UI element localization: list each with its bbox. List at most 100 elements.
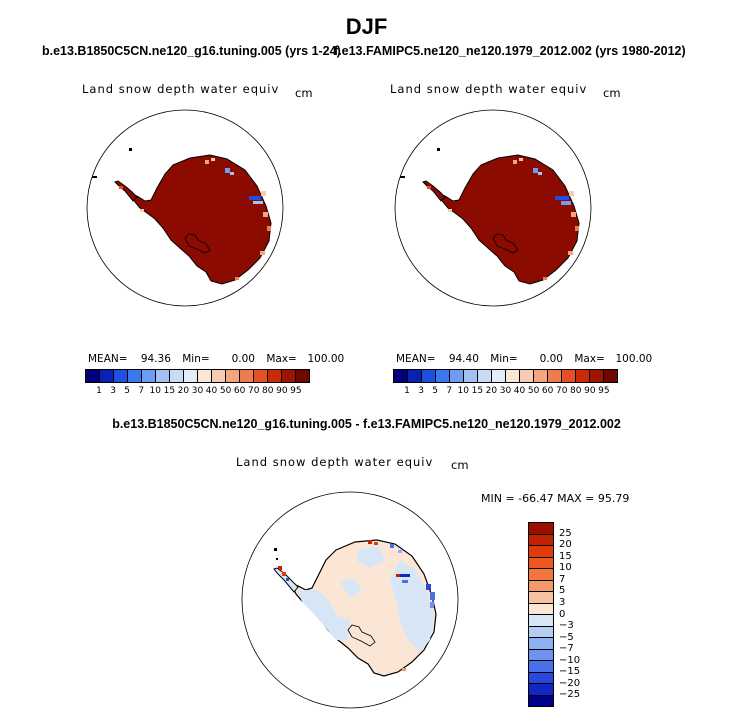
panel-1-variable-label: Land snow depth water equiv [82,82,280,96]
panel-1-colorbar-swatch [254,370,268,382]
panel-2-ice-shelf-outline [492,233,519,254]
panel-2-colorbar-swatch [478,370,492,382]
panel-2-colorbar-swatch [394,370,408,382]
panel-2-mean-value: 94.40 [448,353,479,365]
diff-colorbar-swatch [529,638,553,650]
diff-colorbar-tick-label: 25 [559,527,572,539]
diff-stats: MIN = -66.47 MAX = 95.79 [481,492,630,505]
panel-2-colorbar-swatch [590,370,604,382]
panel-2-colorbar-tick-label: 90 [584,386,596,396]
panel-1-colorbar-tick-label: 95 [290,386,302,396]
diff-colorbar-tick-label: 15 [559,550,572,562]
panel-1-colorbar-tick-label: 1 [96,386,102,396]
panel-1-mean-label: MEAN= [88,353,128,365]
panel-2-subtitle: f.e13.FAMIPC5.ne120_ne120.1979_2012.002 … [334,44,686,58]
panel-1-colorbar-tick-label: 7 [138,386,145,396]
panel-1-colorbar-tick-label: 60 [233,386,246,396]
panel-2-colorbar-swatch [520,370,534,382]
panel-2-colorbar-swatch [534,370,548,382]
panel-1-colorbar-swatch [142,370,156,382]
panel-2-colorbar-swatch [506,370,520,382]
panel-2-colorbar-swatch [492,370,506,382]
panel-1-colorbar-swatch [170,370,184,382]
diff-colorbar-tick-label: −7 [559,643,574,655]
panel-1-colorbar-swatch [198,370,212,382]
panel-2-unit-label: cm [603,86,621,100]
panel-2-mean-label: MEAN= [396,353,436,365]
diff-colorbar-tick-label: −5 [559,631,574,643]
panel-1-colorbar-tick-label: 30 [191,386,204,396]
panel-1-colorbar-swatch [240,370,254,382]
panel-1-colorbar-tick-label: 3 [110,386,116,396]
panel-1-mean-value: 94.36 [140,353,171,365]
panel-1-colorbar-tick-label: 5 [124,386,131,396]
diff-colorbar-labels: 25 20 15 10 7 5 3 0 −3 −5 −7 −10 −15 −20 −25 [559,522,599,707]
diff-colorbar-swatch [529,626,553,638]
panel-1-colorbar-tick-label: 40 [205,386,218,396]
diff-colorbar-swatch [529,695,553,706]
panel-2-min-label: Min= [490,353,518,365]
panel-1-colorbar-tick-label: 50 [219,386,232,396]
panel-1-islands [91,148,132,178]
panel-2-colorbar-swatch [436,370,450,382]
panel-1-colorbar-tick-label: 70 [247,386,260,396]
panel-1-max-label: Max= [266,353,297,365]
panel-1-colorbar-tick-label: 90 [276,386,288,396]
panel-1-colorbar-swatch [156,370,170,382]
panel-2-colorbar [393,369,618,383]
panel-2-colorbar-swatch [548,370,562,382]
panel-2-colorbar-tick-label: 5 [432,386,439,396]
panel-1-colorbar-swatch [100,370,114,382]
panel-1-colorbar-tick-label: 20 [177,386,190,396]
panel-1-colorbar-swatch [184,370,198,382]
diff-colorbar-swatch [529,649,553,661]
diff-coastal-anomalies [278,540,435,671]
diff-unit-label: cm [451,458,469,472]
diff-colorbar-tick-label: −10 [559,654,581,666]
diff-colorbar-swatch [529,557,553,569]
panel-1-colorbar-swatch [268,370,282,382]
panel-1-min-value: 0.00 [231,353,255,365]
panel-1-colorbar-tick-label: 15 [163,386,176,396]
diff-colorbar-swatch [529,569,553,581]
panel-2-islands [399,148,440,178]
panel-1-map [86,109,284,307]
diff-ice-shelf-outline [347,624,376,647]
panel-1-colorbar-swatch [226,370,240,382]
panel-2-min-value: 0.00 [539,353,563,365]
panel-2-continent [438,154,580,285]
panel-2-colorbar-tick-label: 50 [527,386,540,396]
panel-1-colorbar-swatch [86,370,100,382]
panel-2-colorbar-tick-label: 30 [499,386,512,396]
diff-map [241,491,459,709]
panel-2-colorbar-tick-label: 80 [570,386,582,396]
diff-colorbar-swatch [529,684,553,696]
panel-2-colorbar-tick-label: 1 [404,386,410,396]
panel-2-colorbar-tick-label: 7 [446,386,453,396]
panel-2-colorbar-tick-label: 60 [541,386,554,396]
diff-variable-label: Land snow depth water equiv [236,455,434,469]
panel-2-colorbar-tick-label: 10 [457,386,469,396]
panel-1-colorbar-swatch [128,370,142,382]
panel-2-colorbar-tick-label: 70 [555,386,568,396]
diff-colorbar-tick-label: −15 [559,666,581,678]
panel-2-colorbar-swatch [604,370,617,382]
panel-1-colorbar-tick-label: 10 [149,386,161,396]
panel-2-colorbar-tick-label: 3 [418,386,424,396]
diff-colorbar-swatch [529,523,553,535]
diff-colorbar-swatch [529,546,553,558]
diff-colorbar-tick-label: 5 [559,585,566,597]
main-title: DJF [345,14,388,39]
diff-colorbar-swatch [529,603,553,615]
panel-2-stats: MEAN= 94.40 Min= 0.00 Max= 100.00 [396,353,652,365]
panel-2-colorbar-swatch [450,370,464,382]
panel-2-colorbar-swatch [576,370,590,382]
panel-1-stats: MEAN= 94.36 Min= 0.00 Max= 100.00 [88,353,344,365]
panel-2-coastal-anomalies [427,158,579,280]
diff-colorbar-swatch [529,615,553,627]
diff-colorbar-swatch [529,661,553,673]
diff-colorbar-tick-label: 7 [559,573,566,585]
diff-colorbar-tick-label: 20 [559,539,572,551]
diff-colorbar-tick-label: 3 [559,596,566,608]
diff-colorbar-swatch [529,672,553,684]
